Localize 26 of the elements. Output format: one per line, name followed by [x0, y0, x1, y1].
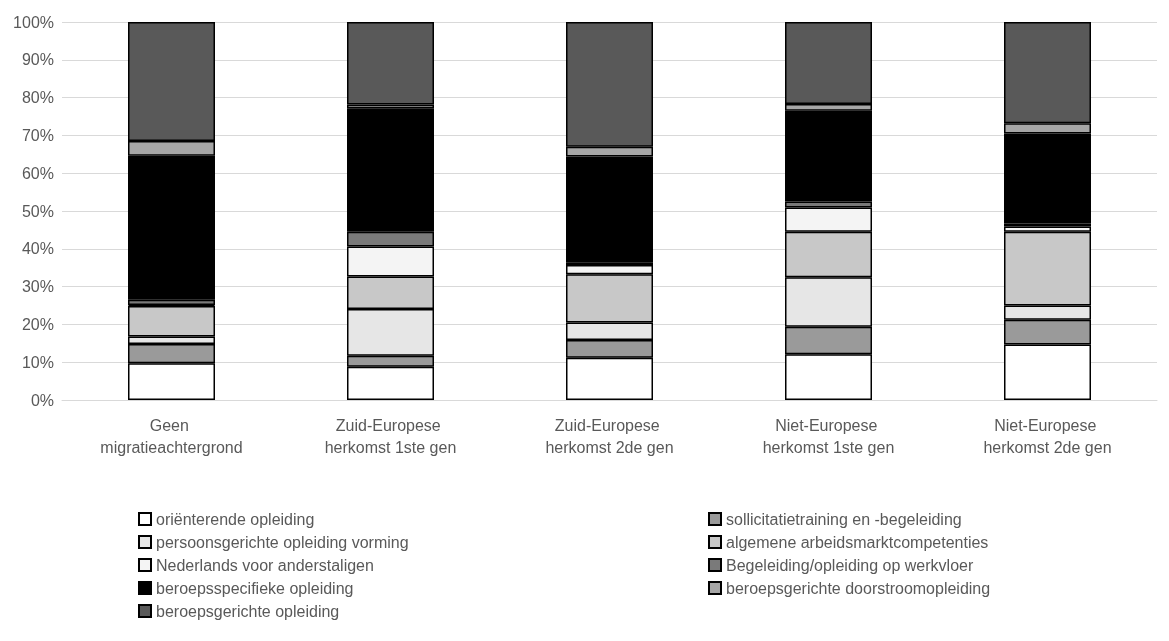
legend-label: beroepsgerichte opleiding — [156, 602, 340, 620]
y-tick-label: 20% — [21, 315, 54, 333]
x-tick-label: Niet-Europese herkomst 1ste gen — [762, 416, 895, 456]
y-tick-label: 70% — [21, 126, 54, 144]
y-tick-label: 0% — [30, 391, 54, 409]
x-tick-label: Zuid-Europese herkomst 1ste gen — [324, 416, 457, 456]
y-tick-label: 50% — [21, 202, 54, 220]
x-tick-label: Zuid-Europese herkomst 2de gen — [545, 416, 674, 456]
x-tick-label: Niet-Europese herkomst 2de gen — [983, 416, 1112, 456]
legend-label: beroepsgerichte doorstroomopleiding — [726, 579, 991, 597]
legend-label: algemene arbeidsmarktcompetenties — [726, 533, 989, 551]
legend-label: beroepsspecifieke opleiding — [156, 579, 354, 597]
y-tick-label: 40% — [21, 240, 54, 258]
y-tick-label: 100% — [13, 13, 54, 31]
y-tick-label: 90% — [21, 51, 54, 69]
legend-label: Nederlands voor anderstaligen — [156, 556, 374, 574]
legend-label: sollicitatietraining en -begeleiding — [726, 510, 962, 528]
y-tick-label: 30% — [21, 278, 54, 296]
bar — [347, 22, 434, 105]
legend-label: oriënterende opleiding — [156, 510, 315, 528]
legend-label: persoonsgerichte opleiding vorming — [156, 533, 409, 551]
y-tick-label: 60% — [21, 164, 54, 182]
y-tick-label: 10% — [21, 353, 54, 371]
y-tick-label: 80% — [21, 89, 54, 107]
legend-label: Begeleiding/opleiding op werkvloer — [726, 556, 974, 574]
x-tick-label: Geen migratieachtergrond — [100, 416, 243, 456]
